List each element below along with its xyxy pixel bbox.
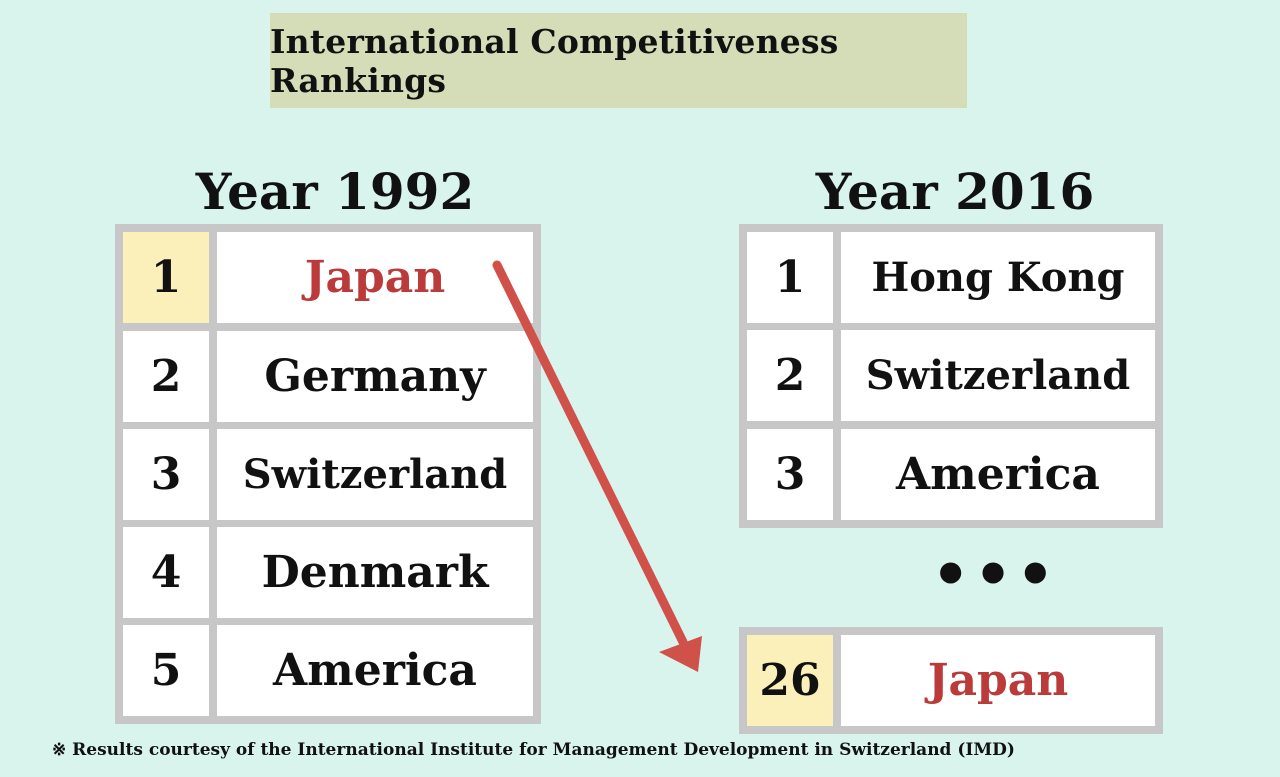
japan-2016-row: 26 Japan [739, 627, 1163, 734]
country-cell: Switzerland [217, 429, 533, 520]
rank-cell: 3 [747, 429, 833, 520]
country-cell: Hong Kong [841, 232, 1155, 323]
rank-cell: 2 [123, 331, 209, 422]
country-cell: Switzerland [841, 330, 1155, 421]
arrow-head [659, 636, 702, 672]
country-cell: Japan [841, 635, 1155, 726]
rank-cell: 3 [123, 429, 209, 520]
country-cell: Germany [217, 331, 533, 422]
rank-cell: 4 [123, 527, 209, 618]
rank-cell: 1 [123, 232, 209, 323]
footnote: ※ Results courtesy of the International … [52, 740, 1015, 760]
page-title: International Competitiveness Rankings [270, 21, 839, 100]
country-cell: Japan [217, 232, 533, 323]
ellipsis-dots: ••• [931, 540, 1059, 610]
rank-cell: 1 [747, 232, 833, 323]
ranking-table-1992: 1 Japan 2 Germany 3 Switzerland 4 Denmar… [115, 224, 541, 724]
country-cell: Denmark [217, 527, 533, 618]
country-cell: America [841, 429, 1155, 520]
title-banner: International Competitiveness Rankings [270, 13, 967, 108]
country-cell: America [217, 625, 533, 716]
rank-cell: 5 [123, 625, 209, 716]
year-2016-heading: Year 2016 [815, 162, 1095, 221]
rank-cell: 26 [747, 635, 833, 726]
rank-cell: 2 [747, 330, 833, 421]
ranking-table-2016: 1 Hong Kong 2 Switzerland 3 America [739, 224, 1163, 528]
year-1992-heading: Year 1992 [195, 162, 475, 221]
